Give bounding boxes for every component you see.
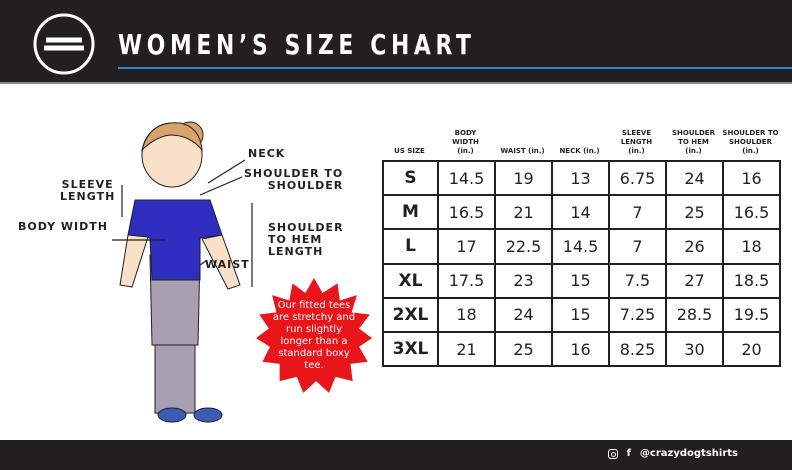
value-cell: 7.25 <box>608 296 667 333</box>
table-row: M 16.5 21 14 7 25 16.5 <box>382 194 781 231</box>
value-cell: 26 <box>665 228 724 265</box>
value-cell: 6.75 <box>608 159 667 197</box>
value-cell: 16.5 <box>722 194 781 231</box>
value-cell: 19 <box>494 159 553 197</box>
value-cell: 14 <box>551 194 610 231</box>
size-cell: L <box>382 228 439 265</box>
value-cell: 21 <box>494 194 553 231</box>
col-header-waist: WAIST (in.) <box>500 147 545 155</box>
title-underline <box>118 67 792 69</box>
size-cell: 3XL <box>382 330 439 368</box>
value-cell: 22.5 <box>494 228 553 265</box>
table-row: 2XL 18 24 15 7.25 28.5 19.5 <box>382 296 781 333</box>
label-waist: WAIST <box>205 258 250 271</box>
col-header-sleeve: SLEEVE LENGTH (in.) <box>620 129 653 155</box>
table-row: S 14.5 19 13 6.75 24 16 <box>382 159 781 197</box>
col-header-neck: NECK (in.) <box>559 147 600 155</box>
value-cell: 16 <box>551 330 610 368</box>
value-cell: 14.5 <box>437 159 496 197</box>
label-body-width: BODY WIDTH <box>18 220 108 233</box>
value-cell: 19.5 <box>722 296 781 333</box>
figure-illustration <box>112 121 253 423</box>
label-neck: NECK <box>248 147 286 160</box>
size-cell: XL <box>382 262 439 299</box>
table-row: 3XL 21 25 16 8.25 30 20 <box>382 330 781 368</box>
social-handle[interactable]: @crazydogtshirts <box>639 448 738 459</box>
value-cell: 23 <box>494 262 553 299</box>
facebook-icon[interactable]: f <box>626 448 631 459</box>
col-header-shoulder-hem: SHOULDER TO HEM (in.) <box>672 129 715 155</box>
value-cell: 16 <box>722 159 781 197</box>
value-cell: 25 <box>494 330 553 368</box>
value-cell: 13 <box>551 159 610 197</box>
value-cell: 7 <box>608 228 667 265</box>
value-cell: 14.5 <box>551 228 610 265</box>
col-header-shoulder-shoulder: SHOULDER TO SHOULDER (in.) <box>722 129 779 155</box>
value-cell: 15 <box>551 262 610 299</box>
label-shoulder-to-shoulder: SHOULDER TO SHOULDER <box>244 167 344 192</box>
value-cell: 24 <box>494 296 553 333</box>
page-title: WOMEN’S SIZE CHART <box>118 28 476 61</box>
table-row: L 17 22.5 14.5 7 26 18 <box>382 228 781 265</box>
table-row: XL 17.5 23 15 7.5 27 18.5 <box>382 262 781 299</box>
value-cell: 18 <box>437 296 496 333</box>
value-cell: 28.5 <box>665 296 724 333</box>
value-cell: 18 <box>722 228 781 265</box>
header: WOMEN’S SIZE CHART <box>0 0 792 84</box>
value-cell: 24 <box>665 159 724 197</box>
value-cell: 7.5 <box>608 262 667 299</box>
label-shoulder-to-hem: SHOULDER TO HEM LENGTH <box>268 221 344 258</box>
value-cell: 27 <box>665 262 724 299</box>
callout-text: Our fitted tees are stretchy and run sli… <box>272 300 356 371</box>
value-cell: 21 <box>437 330 496 368</box>
value-cell: 15 <box>551 296 610 333</box>
value-cell: 17.5 <box>437 262 496 299</box>
col-header-body-width: BODY WIDTH (in.) <box>452 129 479 155</box>
instagram-icon[interactable] <box>607 448 618 459</box>
value-cell: 7 <box>608 194 667 231</box>
col-header-size: US SIZE <box>394 147 425 155</box>
size-cell: S <box>382 159 439 197</box>
callout-burst <box>256 278 372 393</box>
value-cell: 30 <box>665 330 724 368</box>
label-sleeve-length: SLEEVE LENGTH <box>60 178 116 203</box>
value-cell: 16.5 <box>437 194 496 231</box>
value-cell: 20 <box>722 330 781 368</box>
value-cell: 18.5 <box>722 262 781 299</box>
size-cell: 2XL <box>382 296 439 333</box>
value-cell: 8.25 <box>608 330 667 368</box>
value-cell: 25 <box>665 194 724 231</box>
logo <box>33 13 95 75</box>
value-cell: 17 <box>437 228 496 265</box>
size-cell: M <box>382 194 439 231</box>
size-table: S 14.5 19 13 6.75 24 16 M 16.5 21 14 7 25 16.5 L 17 22.5… <box>382 159 781 368</box>
footer: f @crazydogtshirts <box>0 440 792 470</box>
